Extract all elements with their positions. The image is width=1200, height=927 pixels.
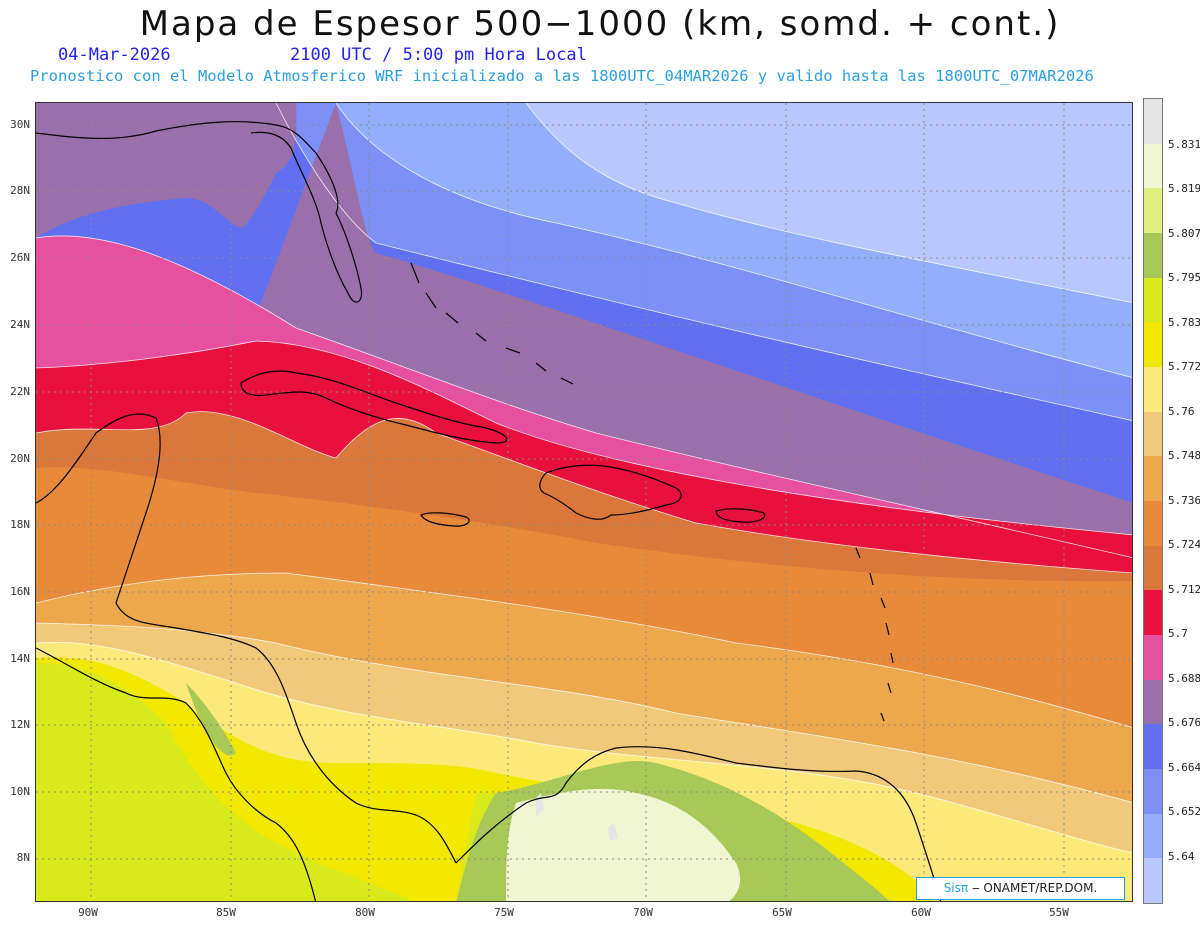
colorbar-label: 5.783 [1168,316,1200,329]
colorbar-swatch [1144,545,1162,591]
lat-label: 22N [10,385,30,398]
colorbar-label: 5.748 [1168,449,1200,462]
thickness-map [35,102,1133,902]
colorbar-label: 5.676 [1168,716,1200,729]
colorbar-label: 5.652 [1168,805,1200,818]
lat-label: 12N [10,718,30,731]
lat-label: 14N [10,652,30,665]
forecast-date: 04-Mar-2026 [58,45,171,65]
lat-label: 26N [10,251,30,264]
colorbar-label: 5.724 [1168,538,1200,551]
colorbar-label: 5.76 [1168,405,1195,418]
colorbar-swatch [1144,188,1162,233]
colorbar-swatch [1144,500,1162,546]
colorbar-label: 5.819 [1168,182,1200,195]
colorbar-swatch [1144,277,1162,323]
credit-text: ‒ ONAMET/REP.DOM. [968,881,1098,895]
lon-label: 85W [216,906,236,919]
lat-label: 10N [10,785,30,798]
colorbar-swatch [1144,99,1162,144]
lat-label: 30N [10,118,30,131]
colorbar-swatch [1144,858,1162,903]
colorbar-label: 5.772 [1168,360,1200,373]
colorbar-swatch [1144,456,1162,501]
map-title: Mapa de Espesor 500−1000 (km, somd. + co… [139,4,1061,44]
forecast-description: Pronostico con el Modelo Atmosferico WRF… [30,67,1094,85]
forecast-time: 2100 UTC / 5:00 pm Hora Local [290,45,587,65]
lat-label: 28N [10,184,30,197]
colorbar-swatch [1144,232,1162,278]
colorbar-swatch [1144,679,1162,725]
colorbar-swatch [1144,768,1162,814]
colorbar-swatch [1144,411,1162,457]
lon-label: 70W [633,906,653,919]
colorbar-label: 5.795 [1168,271,1200,284]
colorbar-label: 5.7 [1168,627,1188,640]
colorbar-swatch [1144,322,1162,367]
colorbar-label: 5.64 [1168,850,1195,863]
lon-label: 60W [911,906,931,919]
credit-brand: Sisπ [943,881,969,895]
lon-label: 65W [772,906,792,919]
lon-label: 90W [78,906,98,919]
colorbar-label: 5.831 [1168,138,1200,151]
lat-label: 8N [16,851,30,864]
lon-label: 55W [1049,906,1069,919]
colorbar-swatch [1144,813,1162,859]
lat-label: 20N [10,452,30,465]
colorbar-swatch [1144,143,1162,189]
lon-label: 80W [355,906,375,919]
colorbar-swatch [1144,366,1162,412]
colorbar-label: 5.688 [1168,672,1200,685]
colorbar [1143,98,1163,904]
colorbar-swatch [1144,590,1162,635]
lat-label: 18N [10,518,30,531]
colorbar-label: 5.712 [1168,583,1200,596]
lon-label: 75W [494,906,514,919]
colorbar-swatch [1144,724,1162,769]
colorbar-label: 5.736 [1168,494,1200,507]
lat-label: 24N [10,318,30,331]
colorbar-label: 5.664 [1168,761,1200,774]
colorbar-swatch [1144,634,1162,680]
colorbar-label: 5.807 [1168,227,1200,240]
credit-box: Sisπ ‒ ONAMET/REP.DOM. [916,877,1125,900]
lat-label: 16N [10,585,30,598]
